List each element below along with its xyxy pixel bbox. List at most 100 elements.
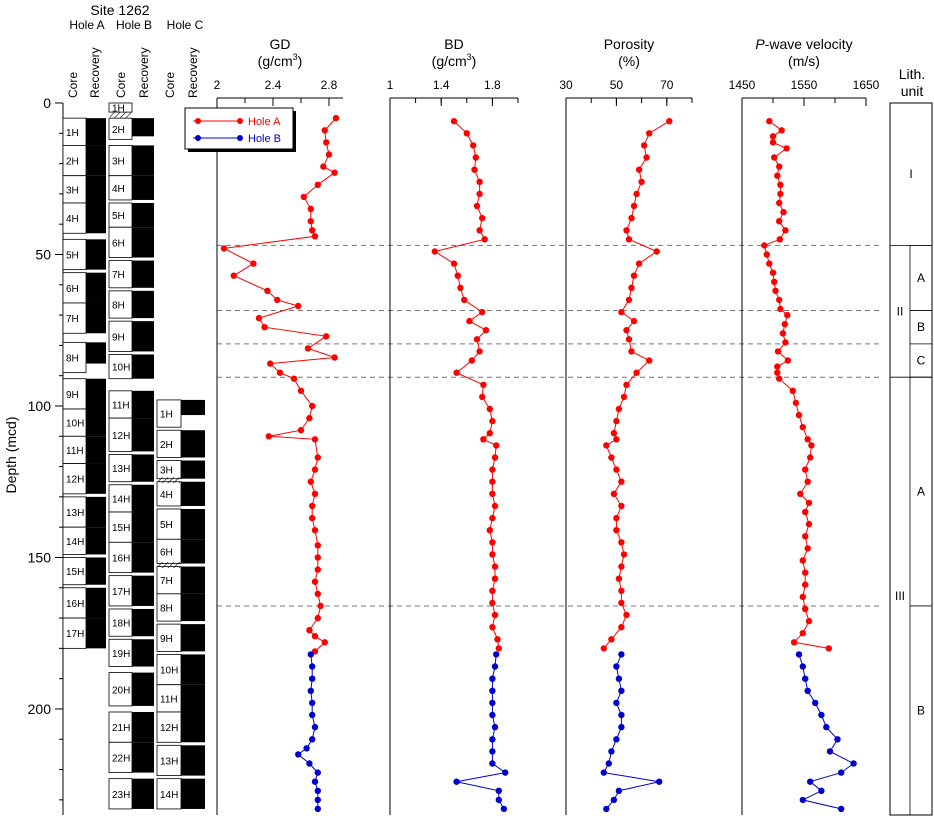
recovery-bar — [86, 175, 106, 203]
data-point-hole-a — [297, 387, 305, 394]
data-point-hole-a — [473, 202, 481, 210]
data-point-hole-a — [799, 593, 806, 601]
hatch-mark — [158, 562, 180, 569]
data-point-hole-a — [623, 381, 630, 388]
data-point-hole-a — [480, 436, 487, 443]
data-point-hole-a — [479, 393, 486, 401]
panel-x-tick-label: 30 — [559, 78, 573, 92]
data-point-hole-a — [633, 190, 640, 198]
data-point-hole-a — [799, 557, 806, 564]
data-point-hole-a — [311, 633, 319, 640]
recovery-bar — [181, 399, 205, 416]
data-point-hole-a — [314, 566, 321, 573]
core-header-b: Core — [114, 72, 128, 98]
data-point-hole-a — [309, 227, 316, 234]
data-point-hole-a — [480, 381, 487, 388]
recovery-bar — [86, 272, 106, 303]
recovery-bar — [132, 742, 154, 773]
panel-x-tick-label: 2.8 — [321, 78, 338, 92]
core-label: 13H — [66, 508, 84, 519]
data-point-hole-b — [618, 723, 625, 731]
data-point-hole-a — [777, 305, 784, 313]
data-point-hole-a — [314, 542, 321, 549]
data-point-hole-b — [834, 736, 841, 743]
data-point-hole-a — [620, 551, 628, 558]
core-label: 8H — [66, 354, 79, 365]
data-point-hole-a — [780, 208, 787, 216]
data-point-hole-a — [307, 218, 314, 225]
recovery-bar — [132, 454, 154, 482]
data-point-hole-a — [491, 502, 499, 510]
data-point-hole-a — [776, 236, 783, 243]
data-point-hole-a — [630, 317, 638, 325]
core-box — [156, 623, 182, 652]
data-point-hole-a — [482, 327, 490, 334]
data-point-hole-a — [473, 336, 481, 343]
data-point-hole-b — [314, 796, 321, 804]
data-point-hole-a — [618, 539, 625, 546]
data-point-hole-a — [805, 617, 813, 625]
recovery-bar — [132, 260, 154, 288]
data-point-hole-a — [761, 242, 768, 249]
data-point-hole-a — [618, 624, 625, 631]
data-point-hole-b — [306, 760, 313, 767]
data-point-hole-a — [331, 169, 338, 176]
data-point-hole-b — [600, 769, 607, 776]
recovery-bar — [86, 202, 106, 234]
data-point-hole-a — [825, 645, 832, 652]
data-point-hole-a — [774, 348, 782, 355]
core-label: 1H — [66, 128, 79, 139]
lith-title-line1: Lith. — [899, 66, 925, 82]
recovery-bar — [86, 409, 106, 437]
data-point-hole-a — [618, 478, 625, 485]
core-label: 14H — [66, 537, 84, 548]
data-point-hole-a — [630, 272, 638, 279]
recovery-bar — [132, 145, 154, 176]
data-point-hole-a — [295, 302, 302, 310]
data-point-hole-b — [491, 663, 499, 670]
data-point-hole-a — [771, 278, 778, 285]
core-label: 18H — [112, 619, 130, 630]
recovery-bar — [132, 778, 154, 809]
core-label: 7H — [66, 314, 79, 325]
recovery-bar — [86, 587, 106, 619]
legend-marker-hole-b — [195, 135, 201, 141]
lith-column — [889, 102, 933, 816]
data-point-hole-b — [603, 805, 610, 813]
core-header-a: Core — [66, 72, 80, 98]
data-point-hole-b — [838, 769, 845, 776]
data-point-hole-a — [615, 575, 623, 582]
data-point-hole-a — [453, 369, 460, 376]
data-point-hole-a — [489, 624, 496, 631]
core-label: 3H — [112, 157, 125, 168]
depth-axis-title: Depth (mcd) — [3, 416, 19, 493]
core-label: 23H — [112, 790, 130, 801]
data-point-hole-a — [479, 308, 486, 316]
data-point-hole-a — [306, 627, 313, 634]
unit-boundaries — [217, 244, 880, 607]
data-point-hole-a — [628, 284, 635, 291]
recovery-header-b: Recovery — [137, 47, 151, 98]
data-point-hole-a — [769, 269, 777, 276]
panel-pwave: P-wave velocity(m/s) 1450 1550 1650 — [729, 36, 880, 815]
lith-subunit-label: A — [917, 485, 925, 499]
data-point-hole-a — [808, 442, 815, 449]
data-point-hole-a — [486, 527, 493, 534]
data-point-hole-a — [476, 178, 483, 185]
recovery-bar — [181, 508, 205, 540]
data-point-hole-b — [491, 723, 499, 731]
recovery-bar — [181, 593, 205, 622]
data-point-hole-a — [603, 442, 610, 449]
legend-label-hole-b: Hole B — [248, 133, 281, 145]
data-point-hole-a — [635, 260, 643, 267]
data-point-hole-a — [804, 478, 811, 485]
core-label: 9H — [112, 332, 125, 343]
hatch-mark — [110, 112, 131, 119]
recovery-bar — [86, 557, 106, 585]
core-label: 2H — [160, 440, 173, 451]
data-point-hole-b — [314, 787, 321, 794]
data-point-hole-a — [776, 218, 783, 225]
data-point-hole-a — [314, 554, 321, 561]
lith-subunit-label: A — [917, 271, 925, 285]
legend-marker-hole-b-end — [237, 135, 243, 141]
